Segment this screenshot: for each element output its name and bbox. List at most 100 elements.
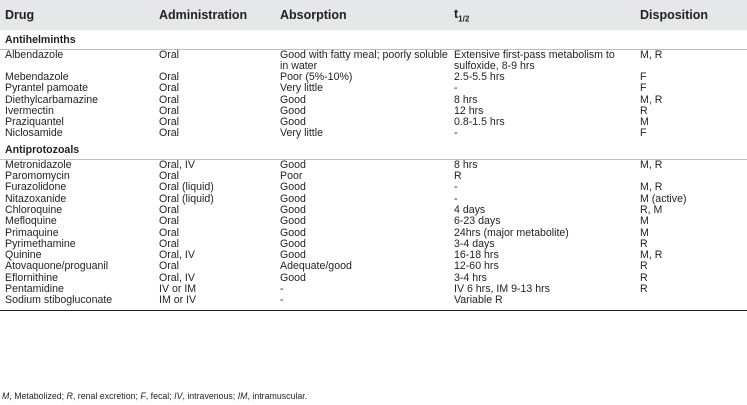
cell-absorption: Very little <box>280 128 323 140</box>
cell-half-life: 3-4 hrs <box>454 272 487 284</box>
footnote-part: , renal excretion; <box>72 391 141 401</box>
cell-administration: Oral <box>159 227 180 239</box>
cell-disposition: R <box>640 272 648 284</box>
cell-drug: Mebendazole <box>5 72 69 83</box>
table-row: Ivermectin Oral Good 12 hrs R <box>0 106 747 117</box>
cell-absorption: Poor <box>280 171 303 183</box>
cell-absorption: Good <box>280 193 306 205</box>
cell-administration: Oral <box>159 204 180 216</box>
table-bottom-rule <box>0 306 747 311</box>
table-row: Sodium stibogluconate IM or IV - Variable R <box>0 295 747 306</box>
cell-administration: IV or IM <box>159 284 197 296</box>
cell-administration: IM or IV <box>159 295 197 307</box>
section-title: Antihelminths <box>5 34 76 46</box>
header-administration: Administration <box>156 0 277 30</box>
cell-administration: Oral <box>159 261 180 273</box>
table-row: Metronidazole Oral, IV Good 8 hrs M, R <box>0 159 747 171</box>
cell-half-life: - <box>454 182 458 194</box>
cell-drug: Paromomycin <box>5 171 70 183</box>
cell-disposition: M, R <box>640 159 663 171</box>
table-header: Drug Administration Absorption t1/2 Disp… <box>0 0 747 30</box>
cell-half-life: 12-60 hrs <box>454 261 499 273</box>
footnote-part: , intravenous; <box>182 391 238 401</box>
cell-drug: Mefloquine <box>5 216 57 228</box>
cell-half-life: - <box>454 83 458 95</box>
cell-disposition: M, R <box>640 94 663 106</box>
cell-half-life: 3-4 days <box>454 238 495 250</box>
cell-half-life: 6-23 days <box>454 216 501 228</box>
drug-table: Drug Administration Absorption t1/2 Disp… <box>0 0 747 311</box>
table-row: Praziquantel Oral Good 0.8-1.5 hrs M <box>0 117 747 128</box>
header-half-life: t1/2 <box>451 0 637 30</box>
cell-half-life: R <box>454 171 462 183</box>
table-row: Albendazole Oral Good with fatty meal; poo… <box>0 50 747 73</box>
table-body: Antihelminths Albendazole Oral Good with fa… <box>0 30 747 311</box>
cell-disposition: M (active) <box>640 193 687 205</box>
cell-disposition: R <box>640 284 648 296</box>
table-row: Diethylcarbamazine Oral Good 8 hrs M, R <box>0 95 747 106</box>
cell-drug: Chloroquine <box>5 204 63 216</box>
cell-half-life: 2.5-5.5 hrs <box>454 72 505 83</box>
cell-drug: Ivermectin <box>5 105 54 117</box>
cell-drug: Primaquine <box>5 227 59 239</box>
cell-drug: Pyrimethamine <box>5 238 76 250</box>
cell-administration: Oral <box>159 117 180 129</box>
cell-administration: Oral (liquid) <box>159 193 214 205</box>
cell-half-life: - <box>454 193 458 205</box>
cell-absorption: Good <box>280 94 306 106</box>
footnote-part: R <box>66 391 73 401</box>
header-drug: Drug <box>0 0 156 30</box>
table-row: Nitazoxanide Oral (liquid) Good - M (active) <box>0 194 747 205</box>
header-half-life-base: t <box>454 6 459 21</box>
cell-absorption: Good <box>280 204 306 216</box>
footnote-part: , Metabolized; <box>9 391 67 401</box>
table-row: Eflornithine Oral, IV Good 3-4 hrs R <box>0 273 747 284</box>
cell-disposition: R <box>640 238 648 250</box>
cell-half-life: 16-18 hrs <box>454 250 499 262</box>
table-row: Pyrimethamine Oral Good 3-4 days R <box>0 239 747 250</box>
section-row: Antihelminths <box>0 30 747 49</box>
cell-disposition: M <box>640 216 649 228</box>
cell-administration: Oral <box>159 216 180 228</box>
cell-absorption: Good with fatty meal; poorly soluble in … <box>280 49 448 72</box>
divider-line <box>0 158 747 160</box>
cell-administration: Oral, IV <box>159 250 195 262</box>
cell-drug: Pyrantel pamoate <box>5 83 89 95</box>
footnote-part: IV <box>174 391 183 401</box>
cell-disposition: F <box>640 72 647 83</box>
cell-administration: Oral <box>159 94 180 106</box>
cell-absorption: Good <box>280 105 306 117</box>
cell-absorption: Good <box>280 250 306 262</box>
cell-absorption: Good <box>280 159 306 171</box>
header-half-life-sub: 1/2 <box>458 14 470 24</box>
cell-drug: Praziquantel <box>5 117 64 129</box>
table-row: Primaquine Oral Good 24hrs (major metabolit… <box>0 228 747 239</box>
cell-administration: Oral, IV <box>159 159 195 171</box>
section-divider <box>0 49 747 50</box>
cell-half-life: 8 hrs <box>454 159 478 171</box>
cell-absorption: Good <box>280 238 306 250</box>
cell-disposition: M <box>640 117 649 129</box>
section-row: Antiprotozoals <box>0 140 747 159</box>
cell-absorption: Adequate/good <box>280 261 352 273</box>
cell-half-life: 24hrs (major metabolite) <box>454 227 569 239</box>
cell-half-life: Extensive first-pass metabolism to sulfo… <box>454 49 615 72</box>
cell-disposition: M, R <box>640 250 663 262</box>
table-row: Mebendazole Oral Poor (5%-10%) 2.5-5.5 hrs F <box>0 72 747 83</box>
table-row: Niclosamide Oral Very little - F <box>0 128 747 139</box>
cell-absorption: - <box>280 284 284 296</box>
cell-disposition <box>637 295 747 306</box>
cell-drug: Albendazole <box>5 49 64 61</box>
cell-half-life: 4 days <box>454 204 486 216</box>
cell-drug: Atovaquone/proguanil <box>5 261 109 273</box>
cell-absorption: Very little <box>280 83 323 95</box>
bottom-line <box>0 306 747 311</box>
cell-administration: Oral <box>159 128 180 140</box>
header-absorption: Absorption <box>277 0 451 30</box>
cell-administration: Oral <box>159 171 180 183</box>
cell-drug: Sodium stibogluconate <box>5 295 113 307</box>
cell-drug: Pentamidine <box>5 284 64 296</box>
table-row: Paromomycin Oral Poor R <box>0 171 747 182</box>
cell-administration: Oral <box>159 83 180 95</box>
